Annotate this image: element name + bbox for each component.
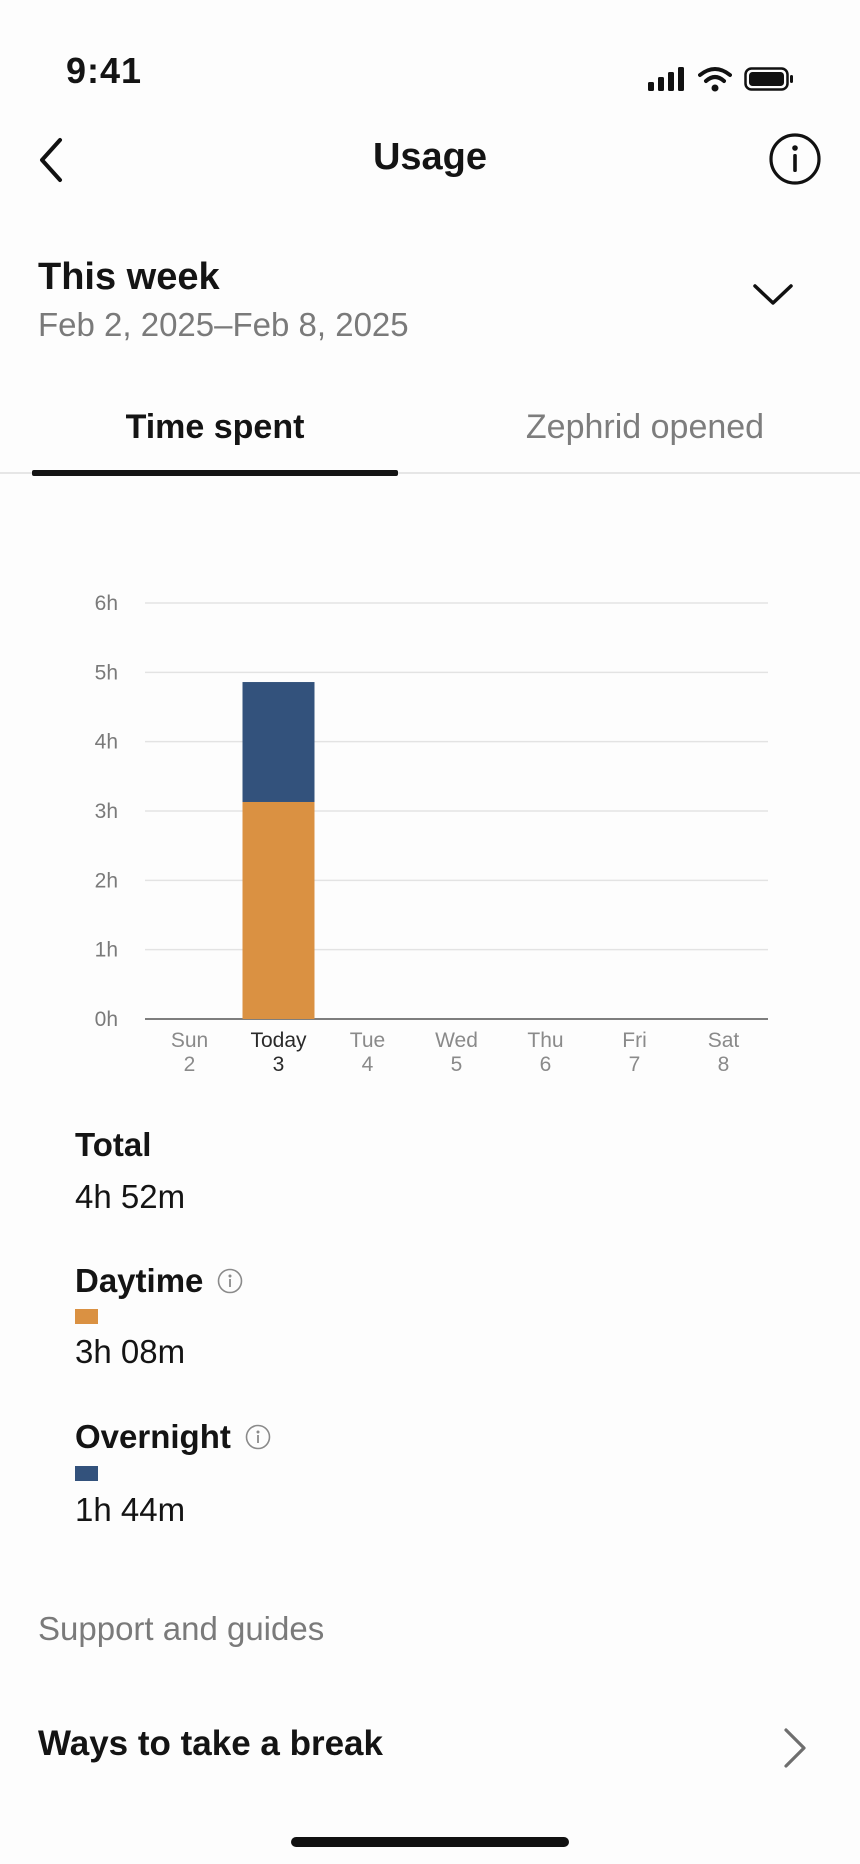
y-tick-label: 1h (95, 939, 118, 962)
week-title: This week (38, 256, 220, 298)
x-tick-day-label: Wed (435, 1029, 478, 1052)
total-label: Total (75, 1126, 151, 1164)
x-tick-date-label: 2 (184, 1053, 196, 1076)
chevron-right-icon (784, 1728, 806, 1768)
total-value: 4h 52m (75, 1178, 186, 1215)
status-icons (648, 64, 794, 94)
active-tab-indicator (32, 470, 398, 476)
y-tick-label: 6h (95, 592, 118, 615)
y-tick-label: 5h (95, 661, 118, 684)
overnight-legend-swatch (75, 1466, 98, 1481)
signal-icon (648, 67, 684, 91)
status-time: 9:41 (66, 50, 143, 91)
tab-divider (0, 472, 860, 474)
y-tick-label: 4h (95, 731, 118, 754)
x-tick-day-label: Sun (171, 1029, 208, 1052)
x-tick-date-label: 4 (362, 1053, 374, 1076)
x-tick-day-label: Thu (527, 1029, 563, 1052)
ways-to-take-a-break-row[interactable]: Ways to take a break (0, 1690, 860, 1810)
overnight-label: Overnight (75, 1418, 271, 1456)
daytime-legend-swatch (75, 1309, 98, 1324)
x-tick-day-label: Today (250, 1029, 307, 1052)
week-range: Feb 2, 2025–Feb 8, 2025 (38, 306, 409, 343)
y-tick-label: 0h (95, 1008, 118, 1031)
x-tick-date-label: 5 (451, 1053, 463, 1076)
bar-overnight-today (242, 682, 315, 802)
y-tick-label: 2h (95, 869, 118, 892)
overnight-info-icon[interactable] (245, 1424, 271, 1450)
daytime-info-icon[interactable] (217, 1268, 243, 1294)
x-tick-day-label: Fri (622, 1029, 647, 1052)
back-button[interactable] (30, 130, 74, 190)
page-title: Usage (372, 136, 488, 178)
tab-time-spent[interactable]: Time spent (125, 408, 305, 446)
total-label-text: Total (75, 1126, 152, 1163)
x-tick-day-label: Tue (350, 1029, 385, 1052)
info-button[interactable] (768, 132, 822, 186)
x-tick-date-label: 8 (718, 1053, 730, 1076)
chevron-down-icon[interactable] (752, 282, 794, 308)
tab-app-opened[interactable]: Zephrid opened (525, 408, 765, 446)
daytime-label: Daytime (75, 1262, 243, 1300)
daytime-value: 3h 08m (75, 1333, 186, 1370)
x-tick-date-label: 3 (273, 1053, 285, 1076)
ways-to-take-a-break-label: Ways to take a break (38, 1724, 383, 1763)
x-tick-date-label: 6 (540, 1053, 552, 1076)
bar-daytime-today (242, 801, 315, 1019)
overnight-label-text: Overnight (75, 1418, 231, 1455)
x-tick-day-label: Sat (708, 1029, 740, 1052)
home-indicator (291, 1837, 569, 1847)
overnight-value: 1h 44m (75, 1491, 186, 1528)
x-tick-date-label: 7 (629, 1053, 641, 1076)
support-section-label: Support and guides (38, 1610, 325, 1647)
chevron-left-icon (40, 138, 62, 182)
info-icon (769, 133, 821, 185)
wifi-icon (698, 67, 732, 92)
daytime-label-text: Daytime (75, 1262, 204, 1299)
y-tick-label: 3h (95, 800, 118, 823)
battery-icon (744, 67, 793, 91)
